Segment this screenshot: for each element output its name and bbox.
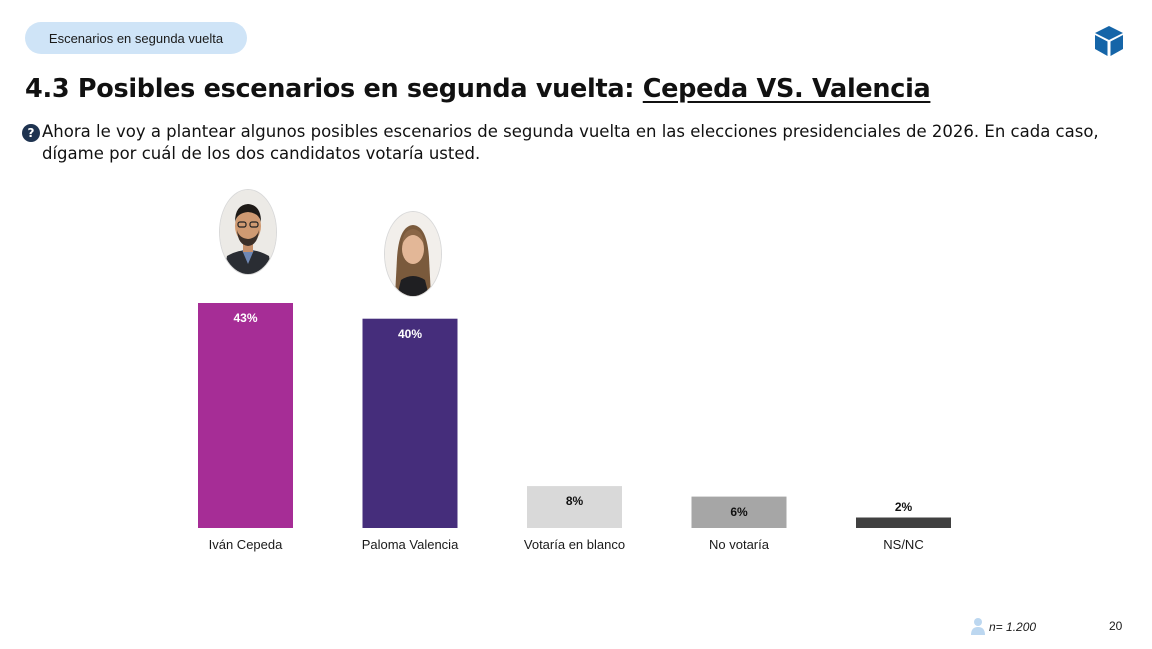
bar-value-label: 43% [233,311,258,325]
bar-value-label: 2% [894,499,913,514]
bar-0 [198,303,293,528]
person-icon [971,618,985,635]
sample-size: n= 1.200 [989,620,1037,634]
section-pill: Escenarios en segunda vuelta [25,22,247,54]
bar-value-label: 40% [397,326,423,341]
candidate-photo-cepeda [219,189,277,275]
page-number: 20 [1109,619,1123,633]
category-label: NS/NC [883,537,924,552]
category-label: Votaría en blanco [523,537,626,552]
category-label: Iván Cepeda [208,537,283,552]
page-title: 4.3 Posibles escenarios en segunda vuelt… [25,74,931,104]
candidate-photo-valencia [384,211,442,297]
bar-value-label: 8% [565,494,584,509]
title-matchup: Cepeda VS. Valencia [642,74,931,104]
question-icon: ? [22,124,40,142]
category-label: No votaría [709,537,769,552]
cube-logo-icon [1095,26,1123,56]
category-label: Paloma Valencia [361,537,459,552]
bar-value-label: 6% [730,504,748,519]
bar-1 [362,318,458,528]
bar-4 [856,517,951,528]
title-prefix: 4.3 Posibles escenarios en segunda vuelt… [25,74,643,104]
question-text: Ahora le voy a plantear algunos posibles… [42,122,1099,163]
